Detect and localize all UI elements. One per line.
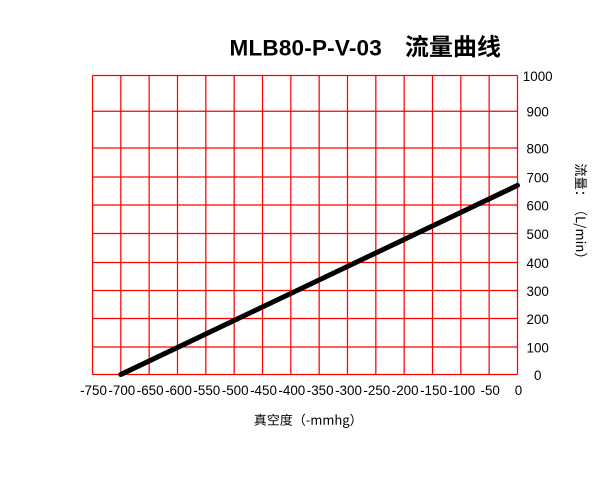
data-series [118,182,520,377]
y-axis-tick-labels: 0 100 200 300 400 500 600 700 800 900 1000 [523,69,553,383]
flow-curve [118,182,520,377]
x-axis-title [254,413,354,428]
x-tick-label: -600 [165,383,192,398]
x-tick-label: -50 [480,383,499,398]
x-tick-label: -300 [335,383,362,398]
y-tick-label: 700 [527,170,549,185]
x-tick-label: -650 [137,383,164,398]
x-tick-label: -750 [80,383,107,398]
y-tick-label: 800 [527,141,549,156]
y-axis-title [573,163,588,257]
x-tick-label: -500 [222,383,249,398]
x-tick-label: -150 [420,383,447,398]
x-tick-label: -450 [250,383,277,398]
y-tick-label: 600 [527,198,549,213]
chart-title-model: MLB80-P-V-03 [230,35,382,60]
y-tick-label: 300 [527,284,549,299]
y-tick-label: 200 [527,312,549,327]
x-axis-tick-labels: -750 -700 -650 -600 -550 -500 -450 -400 -350 -300… [80,383,522,398]
y-tick-label: 100 [527,340,549,355]
x-tick-label: -100 [448,383,475,398]
chart-title-cjk [405,34,501,58]
y-tick-label: 900 [527,105,549,120]
y-tick-label: 1000 [523,69,553,84]
x-tick-label: -550 [193,383,220,398]
y-tick-label: 500 [527,227,549,242]
x-tick-label: -700 [108,383,135,398]
y-tick-label: 400 [527,256,549,271]
x-tick-label: -350 [307,383,334,398]
x-tick-label: -400 [278,383,305,398]
x-tick-label: -250 [363,383,390,398]
x-tick-label: -200 [392,383,419,398]
y-tick-label: 0 [534,368,541,383]
grid-lines [91,74,519,376]
x-tick-label: 0 [515,383,522,398]
